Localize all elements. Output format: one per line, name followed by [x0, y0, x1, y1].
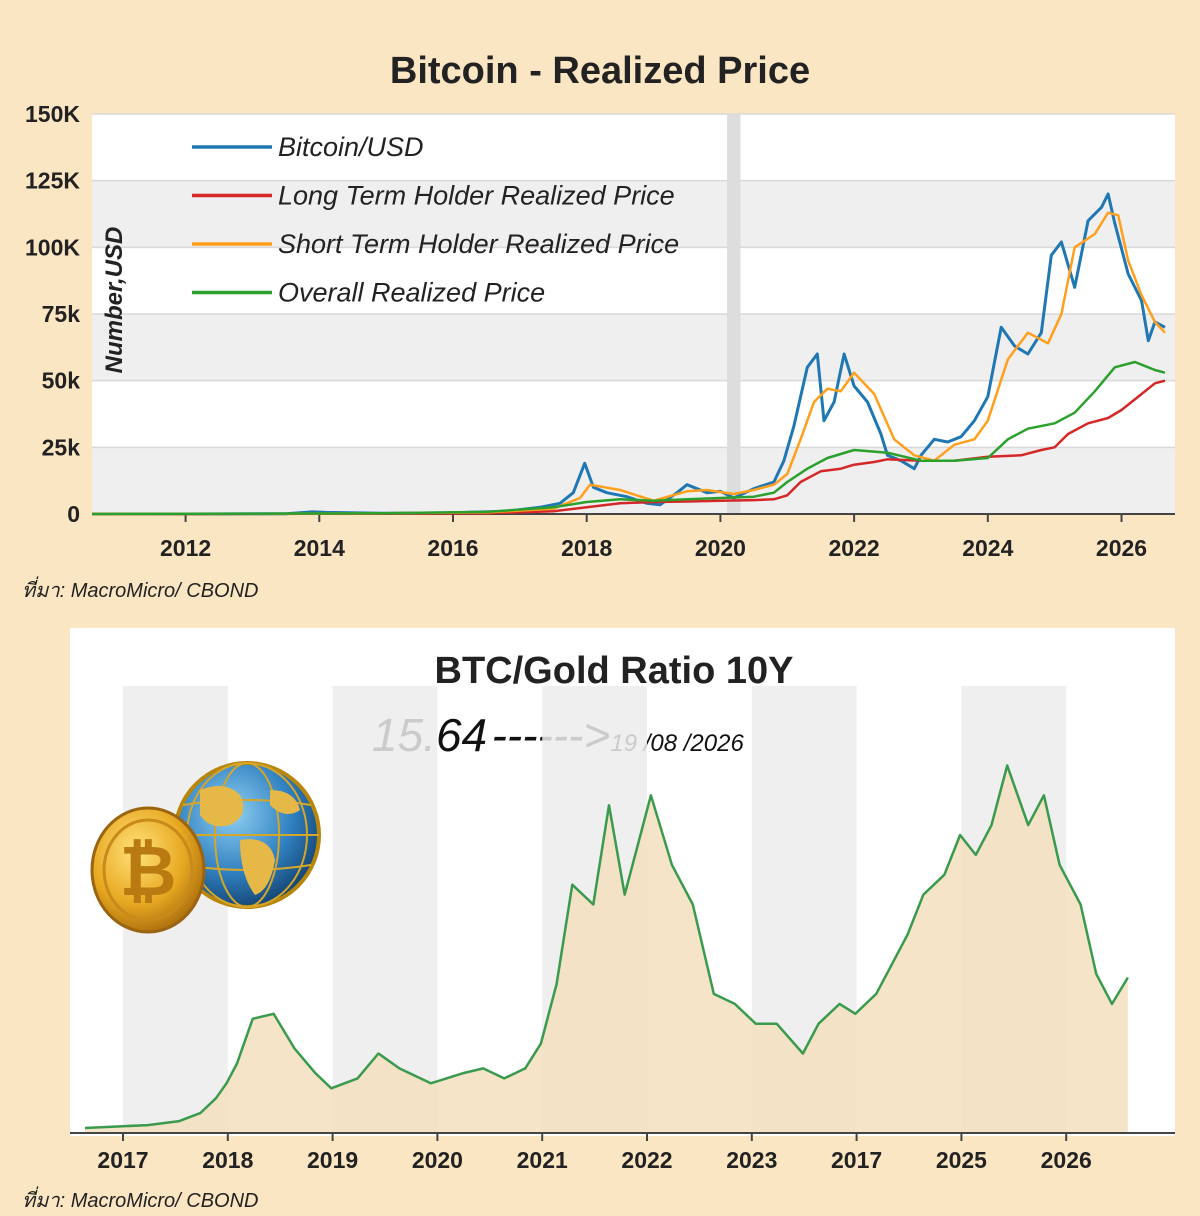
- series-line-bitcoin-usd: [92, 192, 1166, 516]
- ratio-x-tick-label: 2021: [517, 1147, 568, 1173]
- y-tick-label: 0: [67, 501, 80, 527]
- y-tick-label: 25k: [42, 434, 81, 460]
- bitcoin-coin-icon: ₿: [90, 806, 206, 934]
- series-line-overall-realized-price: [91, 360, 1166, 516]
- ratio-area-fill: [85, 765, 1128, 1133]
- x-tick-label: 2022: [829, 535, 880, 561]
- y-tick-label: 100K: [25, 234, 80, 260]
- ratio-series-line: [84, 764, 1129, 1130]
- btc-gold-ratio-chart: 2017 2018 2019 2020 2021 2022 2023 2017 2025 2026: [70, 686, 1175, 1173]
- highlight-band: [727, 114, 741, 514]
- y-axis-label: Number,USD: [101, 227, 128, 374]
- ratio-x-tick-label: 2018: [202, 1147, 253, 1173]
- ratio-x-tick-label: 2025: [936, 1147, 987, 1173]
- realized-price-chart: 0 25k 50k 75k 100K 125K 150K 2012 2014 2016 2018 20…: [25, 101, 1175, 561]
- y-tick-label: 150K: [25, 101, 80, 127]
- x-tick-label: 2020: [695, 535, 746, 561]
- x-tick-label: 2026: [1096, 535, 1147, 561]
- x-tick-label: 2018: [561, 535, 612, 561]
- series-line-long-term-holder-realized-price: [91, 379, 1166, 516]
- ratio-source-note: ที่มา: MacroMicro/ CBOND: [22, 1190, 259, 1212]
- series-line-short-term-holder-realized-price: [91, 211, 1166, 516]
- x-tick-label: 2016: [427, 535, 478, 561]
- globe-icon: [173, 761, 321, 909]
- svg-text:₿: ₿: [119, 832, 176, 910]
- x-tick-label: 2012: [160, 535, 211, 561]
- legend-label: Bitcoin/USD: [278, 132, 424, 162]
- ratio-chart-title: BTC/Gold Ratio 10Y: [434, 650, 794, 692]
- grid-band: [92, 180, 1175, 248]
- x-tick-label: 2014: [294, 535, 345, 561]
- source-note: ที่มา: MacroMicro/ CBOND: [22, 580, 259, 602]
- legend-label: Long Term Holder Realized Price: [278, 181, 675, 211]
- ratio-x-tick-label: 2017: [97, 1147, 148, 1173]
- y-tick-label: 50k: [42, 368, 81, 394]
- ratio-x-tick-label: 2020: [412, 1147, 463, 1173]
- ratio-x-tick-label: 2026: [1041, 1147, 1092, 1173]
- ratio-x-tick-label: 2022: [621, 1147, 672, 1173]
- y-tick-label: 125K: [25, 168, 80, 194]
- y-tick-label: 75k: [42, 301, 81, 327]
- grid-band: [92, 314, 1175, 381]
- legend-label: Overall Realized Price: [278, 278, 545, 308]
- x-tick-label: 2024: [962, 535, 1013, 561]
- legend-label: Short Term Holder Realized Price: [278, 229, 679, 259]
- ratio-x-tick-label: 2019: [307, 1147, 358, 1173]
- ratio-x-tick-label: 2017: [831, 1147, 882, 1173]
- ratio-x-tick-label: 2023: [726, 1147, 777, 1173]
- bitcoin-globe-illustration: ₿: [90, 761, 321, 934]
- chart-title: Bitcoin - Realized Price: [389, 50, 811, 92]
